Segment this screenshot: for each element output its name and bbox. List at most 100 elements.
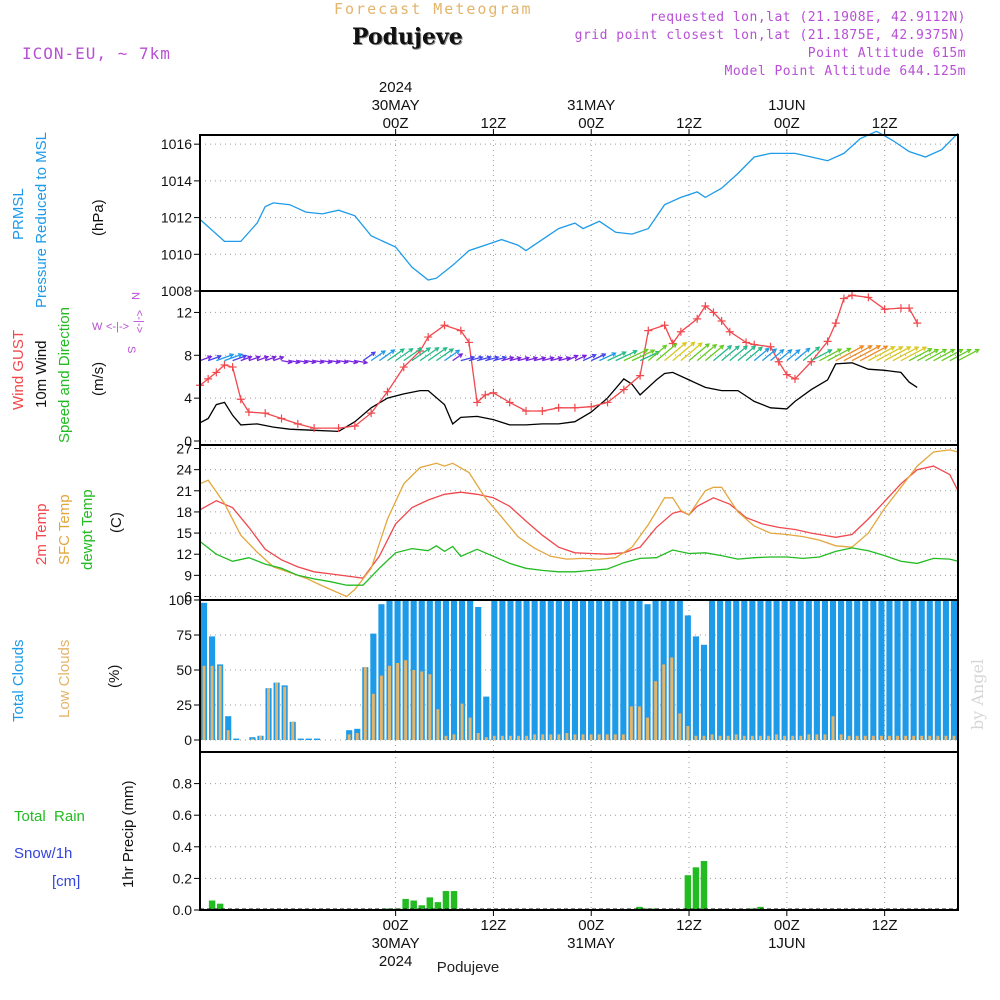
bottom-time-label: 00Z <box>383 917 409 934</box>
panel-grid-0 <box>200 135 958 292</box>
wind-arrow-head <box>974 348 980 354</box>
low-cloud-bar <box>847 735 851 740</box>
low-cloud-bar <box>734 734 738 740</box>
low-cloud-bar <box>283 686 287 740</box>
wind-arrow <box>851 345 881 362</box>
total-cloud-bar <box>854 600 861 740</box>
total-cloud-bar <box>870 600 877 740</box>
wind-arrow-head <box>242 354 248 360</box>
ytick-label: 21 <box>176 483 192 499</box>
gust-marker <box>481 390 490 399</box>
low-cloud-bar <box>412 670 416 740</box>
wind-arrow <box>900 346 927 362</box>
low-cloud-bar <box>428 674 432 740</box>
total-cloud-bar <box>926 600 933 740</box>
wind-arrow-head <box>287 359 293 365</box>
ytick-label: 0.2 <box>173 870 193 886</box>
wind-arrow <box>444 349 460 362</box>
bottom-year-label: 2024 <box>379 953 412 970</box>
low-cloud-bar <box>823 734 827 740</box>
top-time-label: 00Z <box>383 115 409 132</box>
ytick-label: 0 <box>184 433 192 449</box>
total-cloud-bar <box>725 600 732 740</box>
wind-arrow-head <box>950 348 956 354</box>
wind-arrow <box>786 349 800 362</box>
total-cloud-bar <box>579 600 587 740</box>
wind-arrow <box>289 360 300 363</box>
gust-marker <box>505 398 514 407</box>
wind-arrow <box>550 357 562 362</box>
gust-marker <box>782 370 791 379</box>
low-cloud-bar <box>629 706 633 740</box>
wind-arrow <box>802 346 820 362</box>
low-cloud-bar <box>404 660 408 740</box>
wind-arrow-head <box>805 347 811 353</box>
wind-arrow <box>207 355 221 362</box>
bottom-date-label: 30MAY <box>372 935 420 952</box>
top-time-label: 12Z <box>480 115 506 132</box>
meteogram-subtitle: Forecast Meteogram <box>334 0 533 18</box>
low-cloud-bar <box>541 734 545 740</box>
total-cloud-bar <box>902 600 909 740</box>
rain-bar <box>442 891 450 910</box>
low-cloud-bar <box>452 734 456 740</box>
top-year-label: 2024 <box>379 79 412 96</box>
panel-frame-1 <box>199 290 959 446</box>
total-cloud-bar <box>370 633 377 740</box>
low-cloud-bar <box>226 730 230 740</box>
wind-arrow <box>639 351 660 362</box>
gust-marker <box>244 408 253 417</box>
wind-arrow-head <box>303 359 309 365</box>
low-cloud-bar <box>855 735 859 740</box>
gust-marker <box>538 407 547 415</box>
wind-arrow <box>835 345 864 362</box>
wind-arrow-head <box>966 348 972 354</box>
low-cloud-bar <box>589 734 593 740</box>
wind-arrow-head <box>704 343 710 348</box>
low-cloud-bar <box>267 688 270 740</box>
wind-arrow <box>216 353 234 362</box>
total-cloud-bar <box>733 600 740 740</box>
wind-arrow <box>330 360 340 363</box>
low-cloud-bar <box>807 734 811 740</box>
gust-marker <box>204 374 213 383</box>
wind-arrow <box>468 356 483 362</box>
gust-marker <box>701 302 710 310</box>
low-cloud-bar <box>758 735 762 740</box>
low-cloud-bar <box>549 734 553 740</box>
total-cloud-bar <box>225 716 232 740</box>
total-cloud-bar <box>773 600 780 740</box>
low-cloud-bar <box>581 734 585 740</box>
low-cloud-bar <box>662 664 666 740</box>
wind-arrow <box>574 354 587 362</box>
total-cloud-bar <box>676 600 683 740</box>
wind-arrow-head <box>958 348 964 354</box>
ytick-label: 0.8 <box>173 776 193 792</box>
total-cloud-bar <box>805 600 812 740</box>
bottom-time-label: 00Z <box>774 917 800 934</box>
rain-bar <box>636 906 643 910</box>
low-cloud-bar <box>775 734 779 740</box>
ytick-label: 1010 <box>161 246 192 262</box>
gust-marker <box>790 374 799 383</box>
total-cloud-bar <box>450 600 458 740</box>
wind-arrow <box>509 357 521 362</box>
wind-arrow-head <box>795 349 801 354</box>
low-cloud-bar <box>767 735 770 740</box>
wind-arrow-head <box>319 359 325 365</box>
low-cloud-bar <box>605 734 609 740</box>
wind-arrow <box>346 360 358 364</box>
wind-arrow-head <box>922 346 928 352</box>
wind-arrow <box>925 349 947 362</box>
wind-arrow <box>427 347 447 362</box>
gust-marker <box>864 293 873 302</box>
wind-arrow <box>908 348 932 362</box>
low-cloud-bar <box>291 721 295 740</box>
wind-arrow-head <box>295 359 301 365</box>
wind-arrow-head <box>621 351 627 356</box>
gust-marker <box>456 326 465 335</box>
low-cloud-bar <box>815 734 819 740</box>
low-cloud-bar <box>613 734 617 740</box>
gust-marker <box>399 363 408 372</box>
total-cloud-bar <box>418 600 425 740</box>
